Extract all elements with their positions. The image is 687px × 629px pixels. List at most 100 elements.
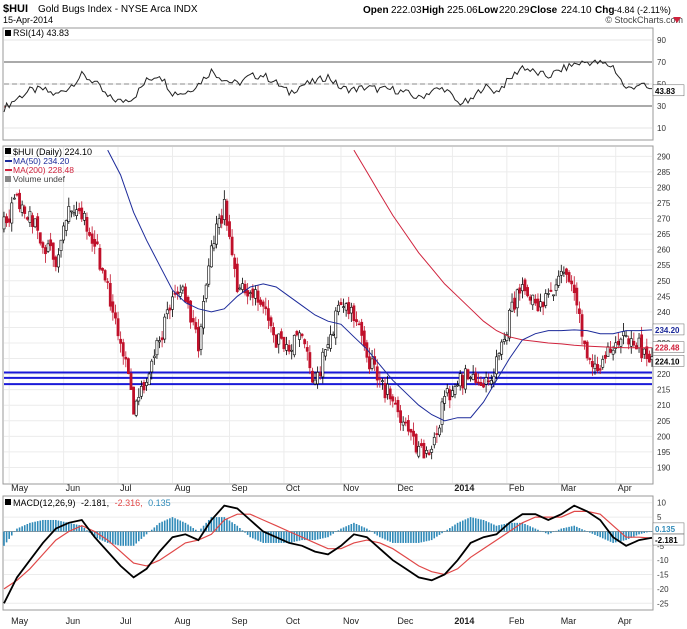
macd-hist-bar [254,531,257,540]
candle-body [82,213,86,221]
candle-body [575,287,579,306]
month-label: Oct [286,616,301,626]
candle-body [274,334,278,348]
candle-body [557,275,561,286]
price-tick-label: 195 [657,448,671,457]
macd-hist-bar [363,527,366,532]
candle-body [368,356,371,370]
macd-legend-hist: 0.135 [148,498,171,508]
macd-hist-bar [454,524,456,532]
candle-body [51,242,55,260]
candle-body [603,354,607,359]
candle-body [251,288,255,298]
candle-body [484,377,488,385]
price-legend: $HUI (Daily) 224.10 MA(50) 234.20 MA(200… [5,147,92,184]
candle-body [25,217,29,220]
candle-body [72,212,76,215]
macd-hist-bar [109,531,112,544]
candle-body [248,292,252,294]
candle-body [165,309,169,315]
candle-body [515,289,519,309]
macd-hist-bar [267,531,270,543]
macd-hist-bar [334,531,337,533]
macd-hist-bar [404,531,407,543]
candle-body [627,338,631,345]
candle-body [645,346,649,360]
candle-body [23,206,27,214]
macd-hist-bar [635,531,638,536]
candle-body [215,223,218,245]
candle-body [209,245,213,268]
macd-hist-bar [21,526,23,532]
candle-body [106,281,110,283]
candle-body [204,284,208,299]
macd-hist-bar [223,517,226,532]
macd-hist-bar [547,531,550,535]
x-axis: May May Jun Jun Jul Jul Aug Aug Sep Sep Oct Oct Nov N… [11,483,632,626]
candle-body [344,303,348,311]
candle-body [383,383,387,399]
candle-body [609,348,612,353]
macd-hist-bar [57,520,60,532]
macd-hist-bar [137,531,140,542]
candle-body [342,306,345,308]
macd-tick-label: -25 [657,599,669,608]
candle-body [539,301,542,308]
macd-value-label-box [652,533,685,546]
price-tick-label: 255 [657,261,671,270]
chart-header: $HUI Gold Bugs Index - NYSE Arca INDX 15… [3,3,683,25]
macd-hist-bar [285,531,288,543]
candle-body [318,372,322,377]
macd-hist-bar [591,531,594,534]
candle-body [49,239,53,247]
candle-body [391,396,395,402]
macd-legend-text: MACD(12,26,9) -2.181, -2.316, 0.135 [13,498,171,508]
price-chart: 2902852802752702652602552502452402352302… [2,147,685,483]
price-tick-label: 190 [657,463,671,472]
macd-hist-bar [277,531,280,543]
macd-hist-bar [511,522,513,532]
index-name: Gold Bugs Index - NYSE Arca INDX [38,4,198,15]
candle-body [622,331,625,337]
candle-body [191,318,195,323]
legend-swatch [5,148,11,154]
macd-hist-bar [358,525,360,532]
rsi-line [3,59,652,113]
macd-hist-bar [73,523,75,532]
candle-body [5,216,8,224]
macd-hist-bar [182,521,184,532]
candle-body [290,349,294,352]
macd-hist-bar [135,531,137,544]
macd-hist-bar [153,527,156,532]
candle-body [432,437,436,446]
candle-body [471,374,475,380]
candle-body [311,370,314,383]
macd-hist-bar [324,531,327,538]
macd-hist-bar [18,527,21,532]
macd-hist-bar [13,531,16,533]
candle-body [202,301,205,329]
month-label: Nov [343,483,360,493]
candle-body [85,216,89,232]
macd-legend-label: MACD(12,26,9) [13,498,76,508]
macd-hist-bar [534,528,537,532]
candle-body [440,401,444,425]
macd-hist-bar [132,531,135,546]
candle-body [272,327,275,336]
candle-body [59,239,63,251]
macd-hist-bar [228,520,231,532]
macd-tick-label: -5 [657,542,665,551]
macd-hist-bar [62,521,65,532]
candle-body [435,433,439,435]
macd-hist-bar [643,531,646,534]
candle-body [585,341,589,359]
macd-hist-bar [410,531,412,543]
macd-hist-bar [389,531,392,542]
candle-body [313,379,317,385]
candle-body [98,247,102,270]
macd-hist-bar [8,531,10,539]
candle-body [324,349,327,357]
macd-hist-bar [529,526,531,532]
candle-body [36,216,40,231]
candle-body [285,344,288,351]
